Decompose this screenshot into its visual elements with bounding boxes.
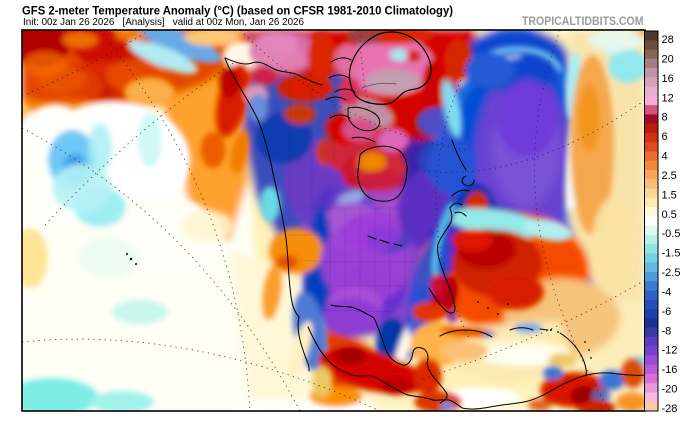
svg-text:4: 4 bbox=[662, 151, 668, 163]
svg-text:-1.5: -1.5 bbox=[662, 248, 680, 260]
svg-text:-0.5: -0.5 bbox=[662, 228, 680, 240]
svg-text:-6: -6 bbox=[662, 306, 672, 318]
svg-text:Init: 00z Jan 26 2026 [Analy: Init: 00z Jan 26 2026 [Analysis] valid a… bbox=[23, 17, 304, 28]
svg-text:28: 28 bbox=[662, 34, 674, 46]
svg-text:-16: -16 bbox=[662, 364, 678, 376]
svg-text:TROPICALTIDBITS.COM: TROPICALTIDBITS.COM bbox=[522, 14, 644, 28]
svg-text:0.5: 0.5 bbox=[662, 209, 677, 221]
svg-text:8: 8 bbox=[662, 112, 668, 124]
svg-text:-8: -8 bbox=[662, 325, 672, 337]
svg-text:20: 20 bbox=[662, 53, 674, 65]
svg-text:-4: -4 bbox=[662, 287, 672, 299]
svg-text:6: 6 bbox=[662, 131, 668, 143]
svg-text:-12: -12 bbox=[662, 345, 678, 357]
svg-text:2.5: 2.5 bbox=[662, 170, 677, 182]
svg-text:GFS 2-meter Temperature Anomal: GFS 2-meter Temperature Anomaly (°C) (ba… bbox=[22, 4, 453, 18]
svg-text:-28: -28 bbox=[662, 403, 678, 415]
svg-text:16: 16 bbox=[662, 73, 674, 85]
svg-text:-2.5: -2.5 bbox=[662, 267, 680, 279]
svg-text:-20: -20 bbox=[662, 384, 678, 396]
svg-text:12: 12 bbox=[662, 92, 674, 104]
svg-text:1.5: 1.5 bbox=[662, 189, 677, 201]
